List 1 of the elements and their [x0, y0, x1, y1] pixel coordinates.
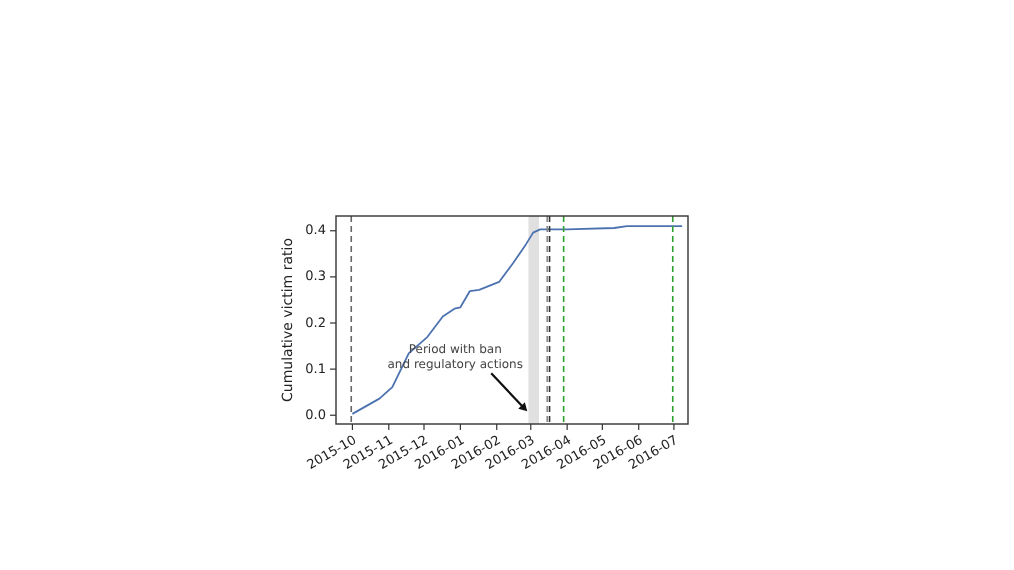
line-series: [351, 225, 684, 415]
